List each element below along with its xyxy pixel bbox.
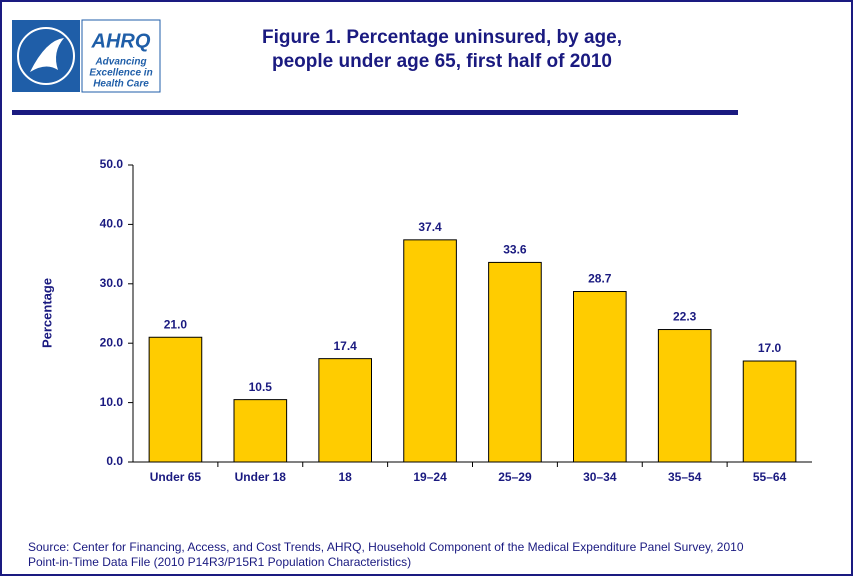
y-tick-label: 50.0: [100, 157, 124, 171]
source-note: Point-in-Time Data File (2010 P14R3/P15R…: [28, 555, 411, 569]
bar: [742, 360, 797, 463]
ahrq-box: [81, 19, 161, 93]
x-tick-label: 18: [339, 470, 353, 484]
logo-brand: AHRQ: [91, 30, 151, 52]
chart-title: people under age 65, first half of 2010: [272, 51, 612, 72]
y-axis-label: Percentage: [39, 278, 54, 348]
bar: [488, 261, 542, 463]
x-tick-label: 30–34: [583, 470, 617, 484]
x-tick-label: Under 65: [150, 470, 202, 484]
bar: [657, 329, 712, 463]
y-tick-label: 20.0: [100, 335, 124, 349]
y-tick-label: 40.0: [100, 217, 124, 231]
value-label: 10.5: [249, 380, 273, 394]
bar: [233, 399, 288, 463]
x-tick-label: 19–24: [413, 470, 447, 484]
logo: AHRQ Advancing Excellence in Health Care: [12, 19, 161, 93]
source-note: Source: Center for Financing, Access, an…: [28, 540, 744, 554]
x-tick-label: 25–29: [498, 470, 532, 484]
value-label: 17.0: [758, 341, 782, 355]
x-tick-label: 35–54: [668, 470, 702, 484]
bar: [318, 358, 372, 463]
seal-eagle: [30, 38, 64, 72]
x-tick-label: 55–64: [753, 470, 787, 484]
x-tick-label: Under 18: [235, 470, 287, 484]
logo-tagline: Advancing: [94, 57, 146, 68]
y-tick-label: 10.0: [100, 395, 124, 409]
header-rule: [12, 110, 738, 115]
seal-ring: [17, 27, 75, 85]
value-label: 28.7: [588, 272, 612, 286]
bar: [148, 336, 203, 463]
bar: [573, 291, 627, 463]
chart-title: Figure 1. Percentage uninsured, by age,: [262, 27, 622, 48]
value-label: 17.4: [334, 339, 358, 353]
value-label: 33.6: [503, 243, 527, 257]
logo-tagline: Excellence in: [89, 68, 152, 79]
value-label: 37.4: [418, 220, 442, 234]
value-label: 22.3: [673, 310, 697, 324]
value-label: 21.0: [164, 317, 188, 331]
logo-tagline: Health Care: [93, 79, 149, 90]
y-tick-label: 30.0: [100, 276, 124, 290]
bar: [403, 239, 457, 463]
y-tick-label: 0.0: [106, 454, 123, 468]
